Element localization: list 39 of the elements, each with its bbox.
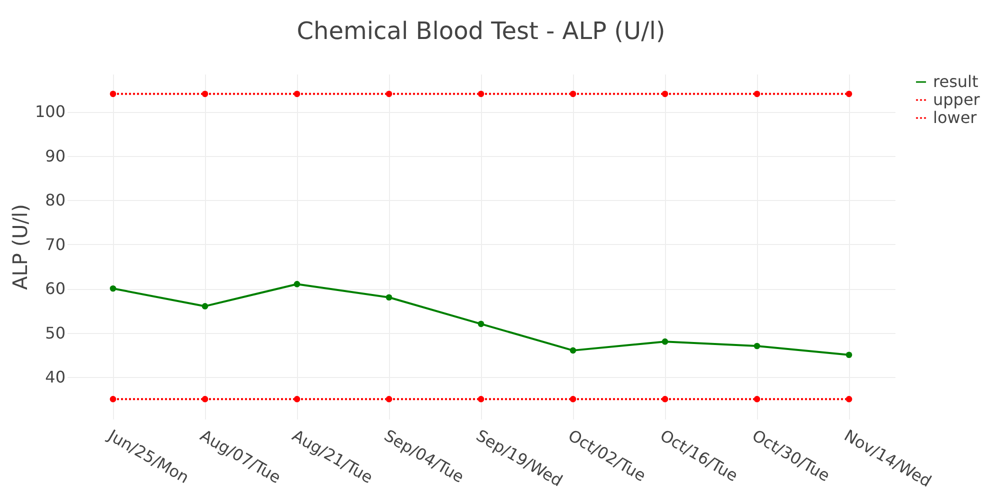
point	[478, 396, 484, 402]
y-tick-label: 60	[45, 279, 66, 298]
chart-title: Chemical Blood Test - ALP (U/l)	[296, 17, 666, 45]
y-axis-title: ALP (U/l)	[8, 204, 32, 290]
point	[294, 280, 300, 288]
point	[294, 396, 300, 402]
legend-label: lower	[933, 108, 978, 127]
point	[110, 90, 116, 98]
point	[478, 320, 484, 328]
y-tick-label: 100	[34, 102, 66, 122]
point	[754, 396, 760, 402]
y-tick-label: 80	[45, 190, 66, 210]
point	[846, 90, 852, 98]
legend-label: upper	[933, 90, 980, 109]
point	[662, 396, 668, 402]
point	[754, 90, 760, 98]
point	[570, 347, 576, 354]
point	[662, 90, 668, 98]
point	[570, 396, 576, 402]
point	[386, 396, 392, 402]
point	[202, 396, 208, 402]
y-tick-label: 70	[45, 234, 66, 254]
y-tick-label: 40	[45, 367, 66, 386]
point	[386, 294, 392, 301]
y-tick-label: 50	[45, 323, 66, 342]
point	[294, 90, 300, 98]
point	[846, 352, 852, 358]
legend-label: result	[933, 72, 978, 91]
point	[662, 338, 668, 345]
point	[110, 396, 116, 402]
point	[386, 90, 392, 98]
point	[754, 342, 760, 350]
point	[110, 285, 116, 292]
y-tick-label: 90	[45, 146, 66, 166]
point	[202, 90, 208, 98]
point	[570, 90, 576, 98]
point	[846, 396, 852, 402]
point	[478, 90, 484, 98]
point	[202, 303, 208, 310]
